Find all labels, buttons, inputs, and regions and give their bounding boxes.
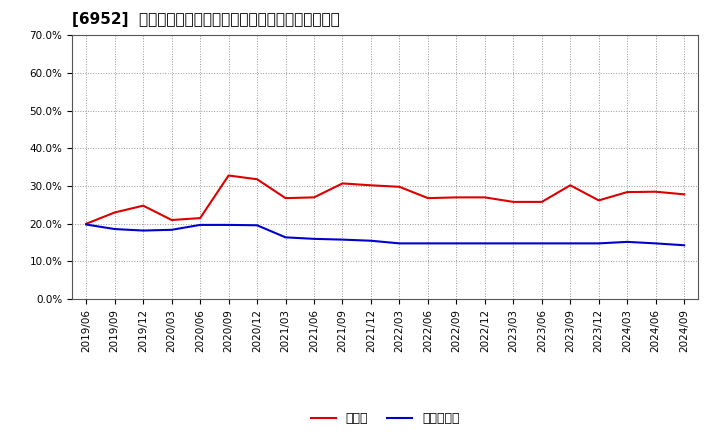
現預金 (338, 181, 347, 186)
有利子負債 (595, 241, 603, 246)
有利子負債 (110, 227, 119, 232)
有利子負債 (310, 236, 318, 242)
有利子負債 (680, 242, 688, 248)
現預金 (566, 183, 575, 188)
現預金 (452, 195, 461, 200)
有利子負債 (139, 228, 148, 233)
現預金 (595, 198, 603, 203)
現預金 (196, 216, 204, 221)
有利子負債 (652, 241, 660, 246)
現預金 (680, 192, 688, 197)
現預金 (623, 190, 631, 195)
現預金 (480, 195, 489, 200)
Legend: 現預金, 有利子負債: 現預金, 有利子負債 (306, 407, 464, 430)
現預金 (310, 195, 318, 200)
現預金 (167, 217, 176, 223)
有利子負債 (253, 223, 261, 228)
現預金 (110, 210, 119, 215)
有利子負債 (423, 241, 432, 246)
現預金 (423, 195, 432, 201)
Text: [6952]  現預金、有利子負債の総資産に対する比率の推移: [6952] 現預金、有利子負債の総資産に対する比率の推移 (72, 12, 340, 27)
現預金 (652, 189, 660, 194)
有利子負債 (196, 222, 204, 227)
Line: 現預金: 現預金 (86, 176, 684, 224)
有利子負債 (537, 241, 546, 246)
有利子負債 (82, 222, 91, 227)
現預金 (139, 203, 148, 208)
有利子負債 (623, 239, 631, 245)
有利子負債 (480, 241, 489, 246)
有利子負債 (338, 237, 347, 242)
有利子負債 (366, 238, 375, 243)
有利子負債 (167, 227, 176, 232)
現預金 (537, 199, 546, 205)
現預金 (225, 173, 233, 178)
有利子負債 (566, 241, 575, 246)
現預金 (366, 183, 375, 188)
有利子負債 (395, 241, 404, 246)
現預金 (509, 199, 518, 205)
現預金 (395, 184, 404, 190)
有利子負債 (452, 241, 461, 246)
Line: 有利子負債: 有利子負債 (86, 224, 684, 245)
有利子負債 (282, 235, 290, 240)
有利子負債 (225, 222, 233, 227)
有利子負債 (509, 241, 518, 246)
現預金 (253, 176, 261, 182)
現預金 (82, 221, 91, 227)
現預金 (282, 195, 290, 201)
